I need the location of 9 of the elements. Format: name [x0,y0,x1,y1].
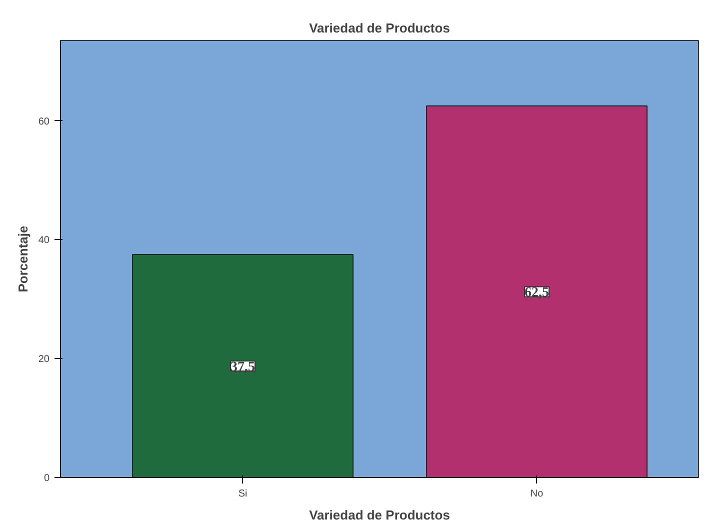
x-tick-label: Si [238,488,248,500]
y-tick-label: 20 [38,354,50,366]
y-tick-label: 60 [38,116,50,128]
y-axis-title: Porcentaje [15,226,30,292]
y-tick-label: 0 [44,473,50,484]
x-tick-label: No [530,488,544,500]
y-tick-label: 40 [38,235,50,246]
x-axis-title: Variedad de Productos [309,508,450,522]
chart-title: Variedad de Productos [309,20,450,36]
